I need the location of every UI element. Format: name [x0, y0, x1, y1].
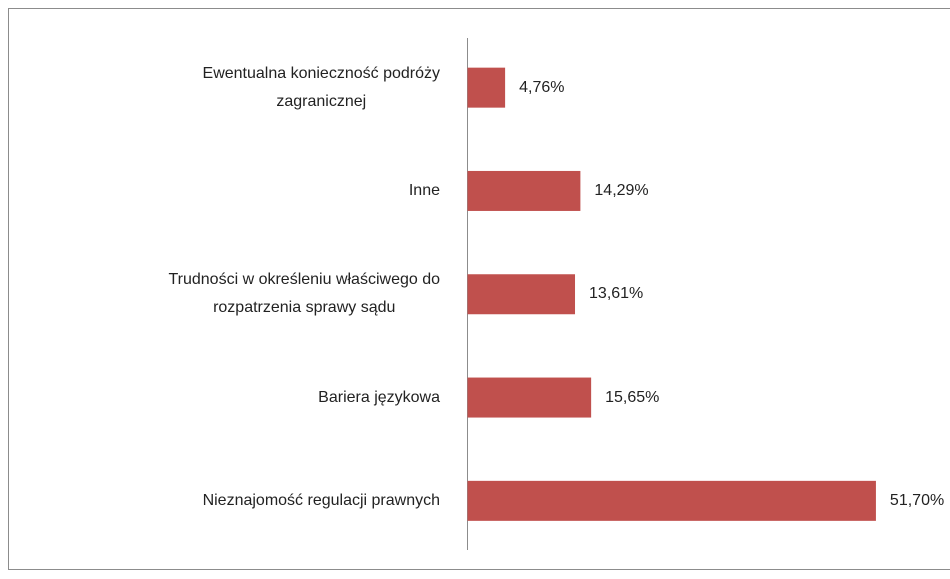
chart-frame	[8, 8, 950, 570]
category-label: Ewentualna konieczność podróży zagranicz…	[0, 60, 440, 116]
category-text: Trudności w określeniu właściwego do roz…	[168, 271, 440, 317]
category-text: Ewentualna konieczność podróży zagranicz…	[202, 64, 440, 110]
bar	[467, 480, 876, 521]
category-text: Inne	[408, 181, 440, 199]
bar	[467, 170, 581, 211]
category-label: Inne	[0, 177, 440, 205]
value-label: 51,70%	[889, 491, 945, 509]
category-text: Bariera językowa	[318, 388, 440, 406]
bar	[467, 377, 592, 418]
value-label: 4,76%	[519, 78, 565, 96]
bar	[467, 67, 506, 108]
category-label: Bariera językowa	[0, 384, 440, 412]
category-label: Trudności w określeniu właściwego do roz…	[0, 266, 440, 322]
value-label: 14,29%	[594, 181, 649, 199]
category-text: Nieznajomość regulacji prawnych	[202, 491, 440, 509]
value-label: 15,65%	[605, 388, 660, 406]
value-label: 13,61%	[589, 285, 644, 303]
bar	[467, 274, 576, 315]
category-label: Nieznajomość regulacji prawnych	[0, 487, 440, 515]
